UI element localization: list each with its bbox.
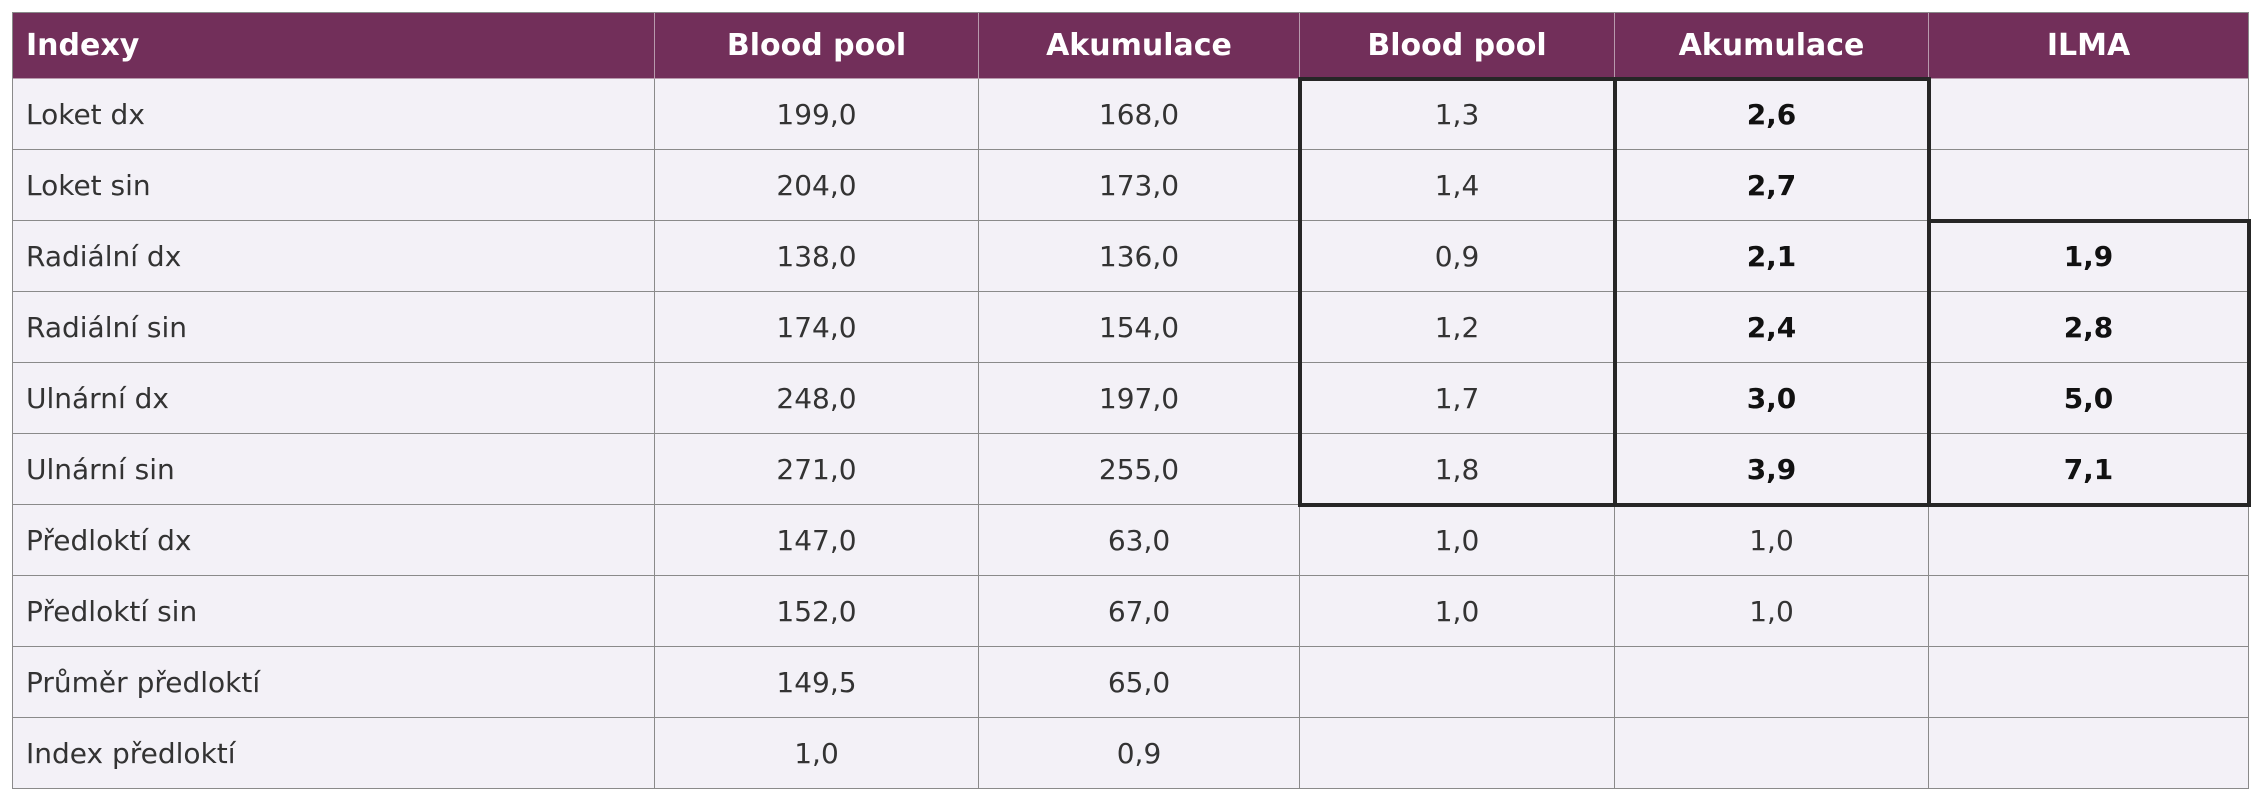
table-cell: 1,9	[1929, 221, 2249, 292]
table-cell: 1,2	[1300, 292, 1615, 363]
table-cell: Index předloktí	[12, 718, 655, 789]
table-cell: 0,9	[979, 718, 1300, 789]
table-cell: 3,0	[1615, 363, 1929, 434]
table-cell	[1615, 718, 1929, 789]
table-cell: 1,0	[1300, 576, 1615, 647]
header-cell: Blood pool	[655, 12, 979, 79]
table-cell: 199,0	[655, 79, 979, 150]
header-cell: Indexy	[12, 12, 655, 79]
table-cell: Předloktí sin	[12, 576, 655, 647]
table-cell: 271,0	[655, 434, 979, 505]
table-cell: Ulnární sin	[12, 434, 655, 505]
table-cell: 197,0	[979, 363, 1300, 434]
table-cell: 65,0	[979, 647, 1300, 718]
table-cell	[1929, 79, 2249, 150]
header-cell: Akumulace	[1615, 12, 1929, 79]
table-cell: 7,1	[1929, 434, 2249, 505]
table-cell: 204,0	[655, 150, 979, 221]
table-cell	[1615, 647, 1929, 718]
table-cell: 2,7	[1615, 150, 1929, 221]
table-cell: 1,3	[1300, 79, 1615, 150]
header-cell: ILMA	[1929, 12, 2249, 79]
table-cell: 173,0	[979, 150, 1300, 221]
table-cell	[1300, 718, 1615, 789]
table-cell: 174,0	[655, 292, 979, 363]
table-cell: 1,0	[1615, 505, 1929, 576]
table-cell	[1929, 576, 2249, 647]
table-cell: 5,0	[1929, 363, 2249, 434]
table-cell: 1,0	[1300, 505, 1615, 576]
table-cell	[1300, 647, 1615, 718]
table-cell: 2,8	[1929, 292, 2249, 363]
table-cell: Loket dx	[12, 79, 655, 150]
table-cell: 1,0	[655, 718, 979, 789]
table-cell: 2,1	[1615, 221, 1929, 292]
table-cell: 248,0	[655, 363, 979, 434]
table-cell: Radiální dx	[12, 221, 655, 292]
table-cell: Ulnární dx	[12, 363, 655, 434]
table-cell: 63,0	[979, 505, 1300, 576]
table-cell: 154,0	[979, 292, 1300, 363]
table-cell: Loket sin	[12, 150, 655, 221]
table-cell: 147,0	[655, 505, 979, 576]
table-cell: 1,0	[1615, 576, 1929, 647]
table-cell: Průměr předloktí	[12, 647, 655, 718]
header-cell: Akumulace	[979, 12, 1300, 79]
table-cell: 3,9	[1615, 434, 1929, 505]
table-cell: 255,0	[979, 434, 1300, 505]
table-cell	[1929, 718, 2249, 789]
table-cell: 138,0	[655, 221, 979, 292]
table-cell: 152,0	[655, 576, 979, 647]
table-cell: Radiální sin	[12, 292, 655, 363]
table-cell: 1,8	[1300, 434, 1615, 505]
table-cell: 1,7	[1300, 363, 1615, 434]
table-cell: 67,0	[979, 576, 1300, 647]
table-cell: 0,9	[1300, 221, 1615, 292]
table-cell	[1929, 150, 2249, 221]
table-cell: 1,4	[1300, 150, 1615, 221]
table-cell: 2,6	[1615, 79, 1929, 150]
table-cell: 136,0	[979, 221, 1300, 292]
table-cell	[1929, 505, 2249, 576]
table-cell: Předloktí dx	[12, 505, 655, 576]
header-cell: Blood pool	[1300, 12, 1615, 79]
table-cell	[1929, 647, 2249, 718]
table-cell: 149,5	[655, 647, 979, 718]
table-cell: 168,0	[979, 79, 1300, 150]
table-cell: 2,4	[1615, 292, 1929, 363]
